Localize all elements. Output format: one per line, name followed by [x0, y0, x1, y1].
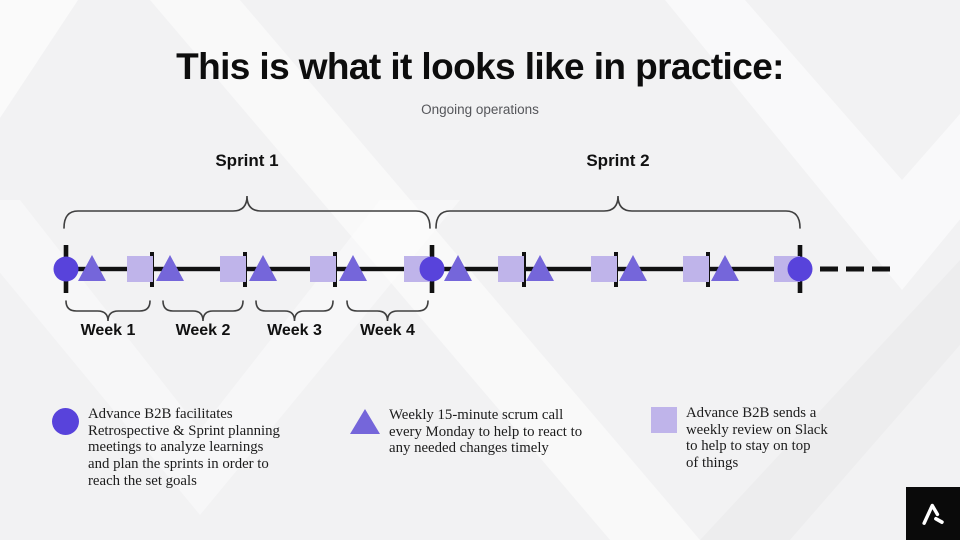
retro-planning-circle-marker: [419, 256, 445, 282]
legend-item: Weekly 15-minute scrum call every Monday…: [350, 407, 582, 457]
scrum-call-triangle-marker: [619, 255, 647, 281]
weekly-review-square-marker: [127, 256, 153, 282]
weekly-review-square-marker: [591, 256, 617, 282]
scrum-call-triangle-marker: [156, 255, 184, 281]
week-label: Week 3: [267, 322, 322, 339]
page-subtitle: Ongoing operations: [421, 102, 539, 117]
weekly-review-square-icon: [651, 407, 677, 433]
weekly-review-square-marker: [220, 256, 246, 282]
week-label: Week 1: [80, 322, 136, 339]
weekly-scrum-call-triangle-icon: [350, 409, 380, 434]
retro-planning-circle-marker: [787, 256, 813, 282]
weekly-review-square-marker: [310, 256, 336, 282]
scrum-call-triangle-marker: [249, 255, 277, 281]
legend-text: Advance B2B sends a weekly review on Sla…: [686, 405, 828, 472]
legend-text: Weekly 15-minute scrum call every Monday…: [389, 407, 583, 457]
week-brace: [162, 300, 244, 322]
timeline-dash: [846, 266, 864, 272]
advance-b2b-mark-icon: [922, 503, 944, 525]
week-label: Week 4: [360, 322, 415, 339]
retro-sprint-planning-circle-icon: [52, 408, 79, 435]
weekly-review-square-marker: [498, 256, 524, 282]
week-brace: [346, 300, 429, 322]
sprint-label: Sprint 2: [586, 151, 650, 170]
scrum-call-triangle-marker: [711, 255, 739, 281]
legend-text: Advance B2B facilitates Retrospective & …: [88, 406, 280, 489]
scrum-call-triangle-marker: [526, 255, 554, 281]
legend-item: Advance B2B facilitates Retrospective & …: [52, 406, 280, 490]
week-brace: [255, 300, 334, 322]
retro-planning-circle-marker: [53, 256, 79, 282]
page-title: This is what it looks like in practice:: [176, 46, 784, 87]
sprint-brace: [63, 195, 431, 229]
sprint-brace: [435, 195, 801, 229]
week-label: Week 2: [175, 322, 231, 339]
scrum-call-triangle-marker: [78, 255, 106, 281]
timeline-dash: [820, 266, 838, 272]
legend-item: Advance B2B sends a weekly review on Sla…: [651, 405, 828, 472]
sprint-label: Sprint 1: [215, 151, 279, 170]
scrum-call-triangle-marker: [444, 255, 472, 281]
advance-b2b-logo: [906, 487, 960, 540]
week-brace: [65, 300, 151, 322]
scrum-call-triangle-marker: [339, 255, 367, 281]
weekly-review-square-marker: [683, 256, 709, 282]
timeline-dash: [872, 266, 890, 272]
